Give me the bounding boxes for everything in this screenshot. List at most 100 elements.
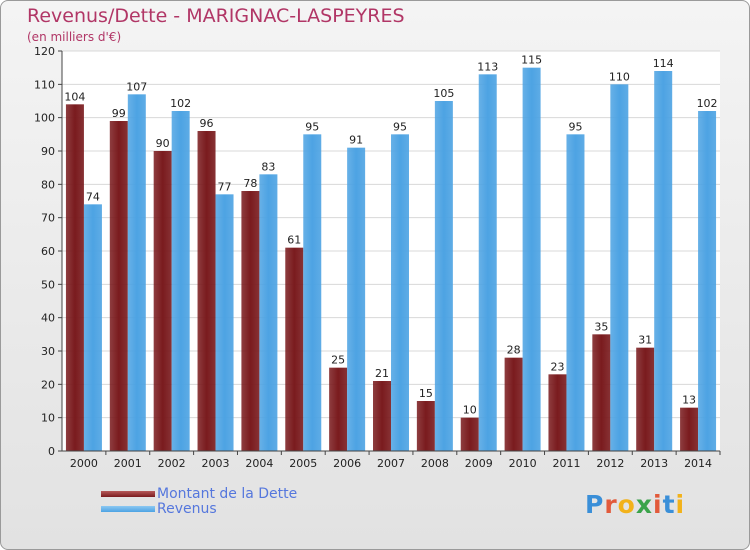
data-label: 99 [112,107,126,120]
y-tick-label: 100 [34,112,55,125]
bar-dette [241,191,260,451]
legend-swatch-dette [101,491,155,497]
logo-letter: i [675,490,686,519]
data-label: 95 [305,120,319,133]
bar-revenus [610,84,629,451]
bar-dette [153,151,172,451]
bar-dette [504,357,523,451]
bar-dette [329,367,348,451]
data-label: 110 [609,70,630,83]
y-tick-label: 20 [41,378,55,391]
proxiti-logo: Proxiti [585,490,685,519]
bar-revenus [171,111,190,451]
bar-revenus [566,134,585,452]
data-label: 90 [156,137,170,150]
y-tick-label: 10 [41,412,55,425]
y-tick-label: 110 [34,78,55,91]
data-label: 95 [568,120,582,133]
bar-dette [548,374,567,451]
data-label: 61 [287,234,301,247]
bar-revenus [83,204,102,451]
bar-dette [65,104,84,451]
bar-dette [285,247,304,451]
data-label: 15 [419,387,433,400]
y-tick-label: 30 [41,345,55,358]
bar-revenus [259,174,278,452]
legend-swatch-revenus [101,506,155,512]
bar-revenus [654,71,673,451]
bars: 104 74 99 107 90 102 96 77 78 83 61 95 25 91 21 95 15 105… [64,54,718,452]
x-tick-label: 2004 [245,457,273,470]
bar-dette [636,347,655,451]
x-tick-label: 2006 [333,457,361,470]
data-label: 105 [433,87,454,100]
x-tick-label: 2011 [552,457,580,470]
bar-dette [109,121,128,451]
logo-letter: t [662,490,676,519]
bar-revenus [215,194,234,452]
bar-revenus [303,134,322,452]
data-label: 115 [521,54,542,67]
data-label: 78 [243,177,257,190]
data-label: 95 [393,120,407,133]
unit-label: (en milliers d'€) [27,30,122,44]
axes: 0 10 20 30 40 50 60 70 80 90 100 110 120 2000 2001 2002… [34,45,721,470]
logo-letter: P [585,490,605,519]
bar-revenus [391,134,409,452]
data-label: 74 [86,190,100,203]
data-label: 25 [331,354,345,367]
data-label: 114 [653,57,674,70]
y-tick-label: 50 [41,278,55,291]
data-label: 102 [697,97,718,110]
x-tick-label: 2014 [684,457,712,470]
data-label: 31 [638,334,652,347]
y-tick-label: 40 [41,312,55,325]
data-label: 23 [550,360,564,373]
x-tick-label: 2007 [377,457,405,470]
data-label: 13 [682,394,696,407]
data-label: 104 [64,90,85,103]
data-label: 28 [507,344,521,357]
y-tick-label: 90 [41,145,55,158]
bar-dette [197,131,216,451]
bar-dette [460,417,479,451]
data-label: 83 [261,160,275,173]
bar-dette [373,381,391,451]
y-tick-label: 120 [34,45,55,58]
y-tick-label: 0 [48,445,55,458]
y-tick-label: 60 [41,245,55,258]
x-tick-label: 2000 [70,457,98,470]
x-tick-label: 2008 [421,457,449,470]
data-label: 107 [126,80,147,93]
logo-letter: o [617,490,636,519]
bar-revenus [127,94,146,451]
logo-letter: r [604,490,618,519]
y-tick-label: 80 [41,178,55,191]
x-tick-label: 2009 [465,457,493,470]
bar-dette [680,407,699,451]
data-label: 10 [463,404,477,417]
x-tick-label: 2003 [202,457,230,470]
x-tick-label: 2002 [158,457,186,470]
logo-letter: i [653,490,663,519]
logo-letter: x [635,490,653,519]
data-label: 21 [375,367,389,380]
x-tick-label: 2012 [596,457,624,470]
x-tick-label: 2001 [114,457,142,470]
bar-revenus [347,147,366,451]
x-tick-label: 2013 [640,457,668,470]
x-tick-label: 2010 [509,457,537,470]
legend-label-dette: Montant de la Dette [157,486,298,502]
bar-dette [416,401,435,451]
bar-revenus [698,111,717,451]
data-label: 77 [218,180,232,193]
bar-revenus [434,101,453,451]
chart-title: Revenus/Dette - MARIGNAC-LASPEYRES [27,5,405,27]
y-tick-label: 70 [41,212,55,225]
data-label: 113 [477,60,498,73]
bar-revenus [478,74,497,451]
data-label: 96 [200,117,214,130]
x-tick-label: 2005 [289,457,317,470]
